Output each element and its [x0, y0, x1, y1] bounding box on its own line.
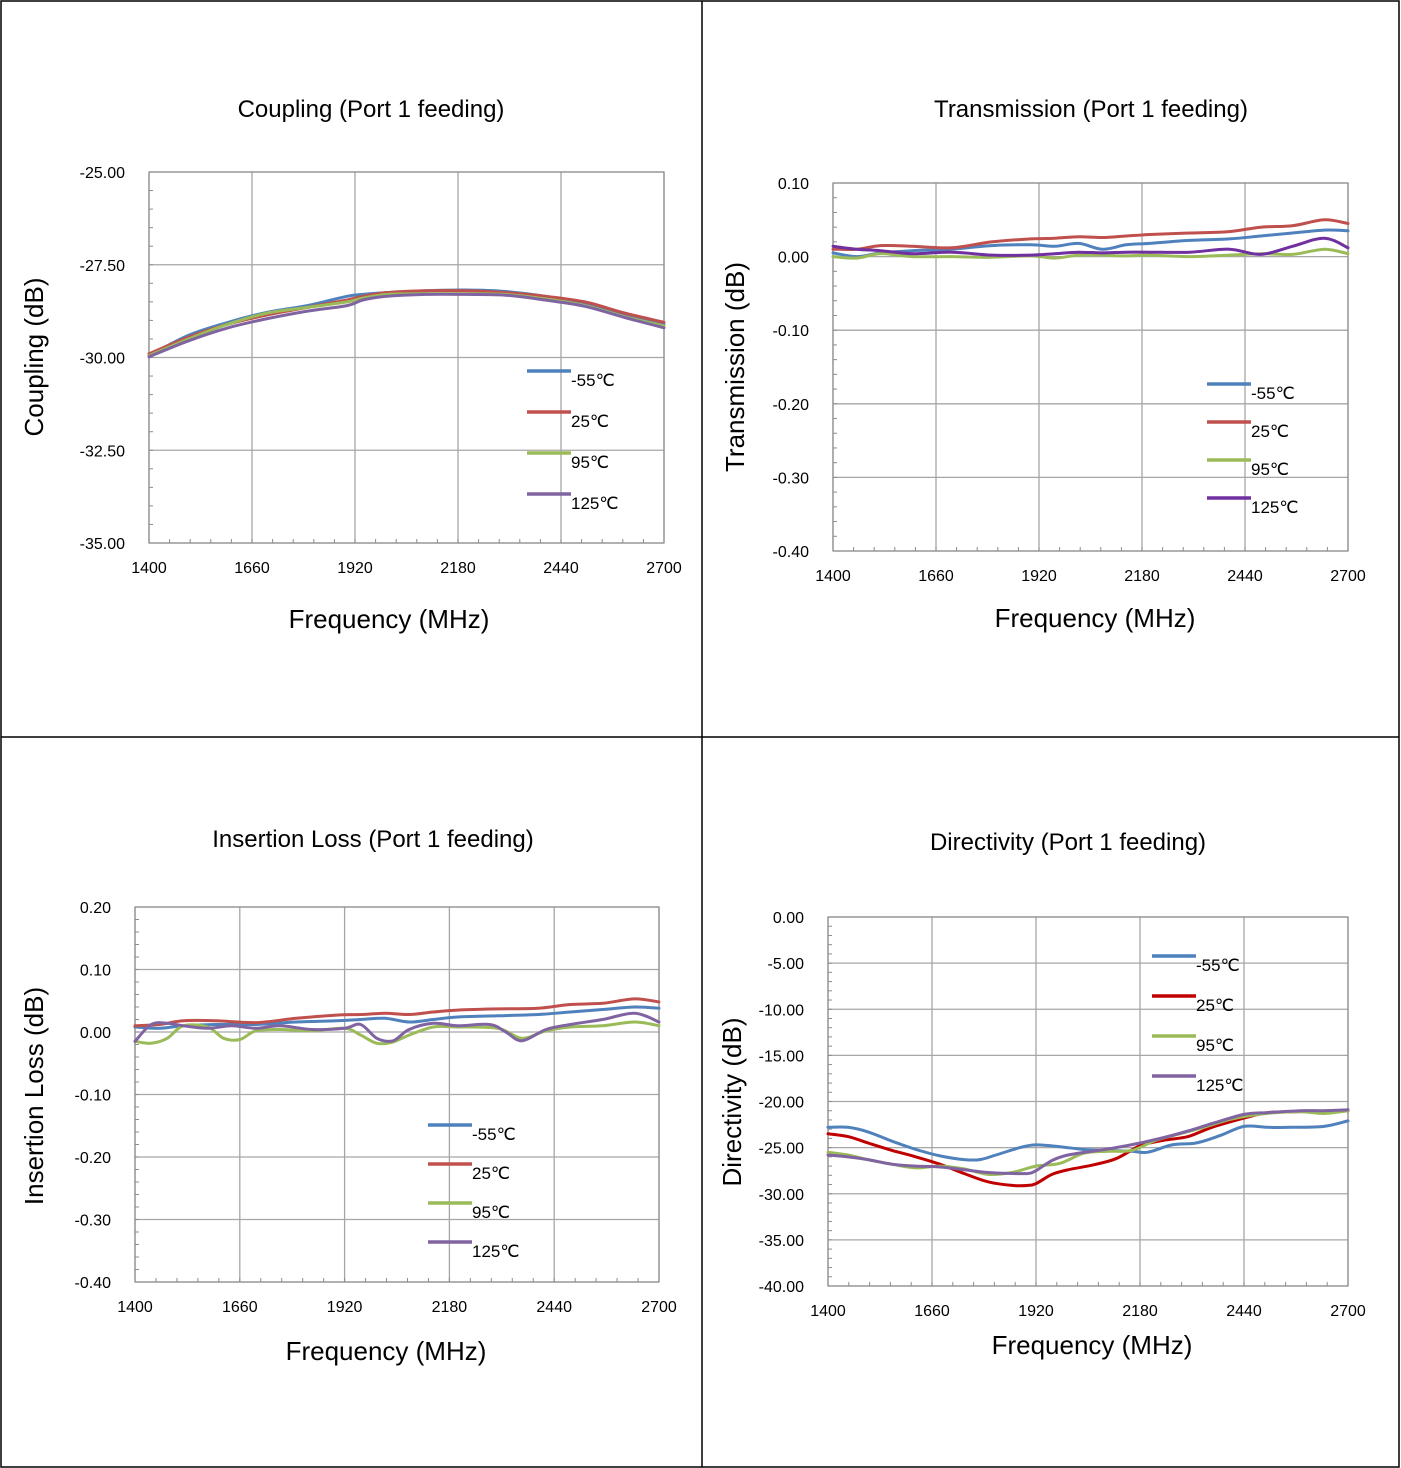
x-tick-label: 2700 [641, 1299, 677, 1316]
transmission-chart: Transmission (Port 1 feeding) 1400 1660 192… [720, 96, 1366, 633]
legend-label: 125℃ [1251, 498, 1298, 517]
x-tick-label: 1920 [337, 560, 373, 577]
y-tick-label: -15.00 [759, 1048, 804, 1065]
x-axis-label: Frequency (MHz) [992, 1330, 1193, 1360]
y-axis-label: Coupling (dB) [19, 278, 49, 437]
y-tick-label: -27.50 [80, 258, 125, 275]
y-tick-label: 0.00 [773, 910, 804, 927]
y-tick-label: -0.40 [75, 1275, 112, 1292]
y-tick-label: -30.00 [80, 351, 125, 368]
legend-label: 25℃ [571, 412, 609, 431]
x-axis-label: Frequency (MHz) [995, 603, 1196, 633]
y-tick-label: -40.00 [759, 1279, 804, 1296]
x-tick-label: 2440 [1226, 1303, 1262, 1320]
y-tick-label: 0.10 [778, 176, 809, 193]
y-tick-label: -0.30 [75, 1213, 112, 1230]
x-tick-label: 1400 [815, 568, 851, 585]
x-tick-label: 1920 [327, 1299, 363, 1316]
plot-area [832, 182, 1349, 552]
x-tick-label: 1920 [1021, 568, 1057, 585]
y-tick-label: -20.00 [759, 1095, 804, 1112]
legend-label: -55℃ [571, 371, 615, 390]
y-tick-label: 0.20 [80, 900, 111, 917]
series-line-4 [826, 1108, 1350, 1176]
x-tick-label: 2180 [1124, 568, 1160, 585]
y-axis-label: Insertion Loss (dB) [19, 987, 49, 1205]
x-tick-label: 2700 [1330, 1303, 1366, 1320]
chart-title: Transmission (Port 1 feeding) [934, 96, 1248, 123]
y-tick-label: 0.00 [778, 250, 809, 267]
series-line-4 [133, 1011, 661, 1043]
y-tick-label: -30.00 [759, 1187, 804, 1204]
chart-title: Insertion Loss (Port 1 feeding) [212, 826, 534, 853]
y-tick-label: -0.20 [773, 397, 810, 414]
x-tick-label: 1660 [234, 560, 270, 577]
y-tick-label: -0.30 [773, 470, 810, 487]
y-tick-label: -0.40 [773, 544, 810, 561]
x-tick-label: 1660 [222, 1299, 258, 1316]
legend-label: -55℃ [1196, 956, 1240, 975]
legend-label: 125℃ [571, 494, 618, 513]
y-tick-label: -35.00 [80, 536, 125, 553]
legend-label: 25℃ [1251, 422, 1289, 441]
series-line-1 [133, 1005, 661, 1030]
x-tick-label: 1920 [1018, 1303, 1054, 1320]
series-line-1 [826, 1119, 1350, 1162]
y-tick-label: 0.10 [80, 963, 111, 980]
x-tick-label: 1400 [810, 1303, 846, 1320]
y-tick-label: -0.10 [75, 1088, 112, 1105]
x-tick-label: 2180 [440, 560, 476, 577]
chart-title: Coupling (Port 1 feeding) [238, 96, 505, 123]
series-line-4 [147, 292, 666, 359]
y-tick-label: 0.00 [80, 1025, 111, 1042]
legend-label: 95℃ [472, 1203, 510, 1222]
x-tick-label: 2440 [1227, 568, 1263, 585]
directivity-chart: Directivity (Port 1 feeding) 1400 1660 1920… [717, 829, 1366, 1360]
y-tick-label: -35.00 [759, 1233, 804, 1250]
legend-label: 95℃ [1251, 460, 1289, 479]
series-line-4 [831, 236, 1350, 257]
chart-title: Directivity (Port 1 feeding) [930, 829, 1206, 856]
legend-label: -55℃ [1251, 384, 1295, 403]
legend-label: 95℃ [1196, 1036, 1234, 1055]
series-line-1 [147, 288, 666, 358]
x-tick-label: 1400 [131, 560, 167, 577]
x-tick-label: 2440 [536, 1299, 572, 1316]
x-tick-label: 1660 [918, 568, 954, 585]
x-tick-label: 2180 [432, 1299, 468, 1316]
series-line-1 [831, 228, 1350, 259]
y-tick-label: -32.50 [80, 443, 125, 460]
x-tick-label: 1400 [117, 1299, 153, 1316]
series-line-2 [133, 997, 661, 1028]
series-line-2 [831, 218, 1350, 252]
y-tick-label: -0.20 [75, 1150, 112, 1167]
y-tick-label: -5.00 [768, 956, 805, 973]
x-tick-label: 2700 [646, 560, 682, 577]
y-tick-label: -10.00 [759, 1002, 804, 1019]
legend-label: 25℃ [472, 1164, 510, 1183]
y-tick-label: -0.10 [773, 323, 810, 340]
x-tick-label: 2700 [1330, 568, 1366, 585]
y-axis-label: Transmission (dB) [720, 262, 750, 472]
x-tick-label: 2180 [1122, 1303, 1158, 1320]
y-tick-label: -25.00 [759, 1141, 804, 1158]
legend-label: 95℃ [571, 453, 609, 472]
y-axis-label: Directivity (dB) [717, 1017, 747, 1186]
x-tick-label: 2440 [543, 560, 579, 577]
legend-label: -55℃ [472, 1125, 516, 1144]
y-tick-label: -25.00 [80, 165, 125, 182]
legend-label: 125℃ [1196, 1076, 1243, 1095]
insertion-loss-chart: Insertion Loss (Port 1 feeding) 1400 1660 1… [19, 826, 677, 1366]
x-axis-label: Frequency (MHz) [289, 604, 490, 634]
x-tick-label: 1660 [914, 1303, 950, 1320]
legend-label: 25℃ [1196, 996, 1234, 1015]
x-axis-label: Frequency (MHz) [286, 1336, 487, 1366]
legend-label: 125℃ [472, 1242, 519, 1261]
coupling-chart: Coupling (Port 1 feeding) 1400 1660 1920 218… [19, 96, 682, 634]
